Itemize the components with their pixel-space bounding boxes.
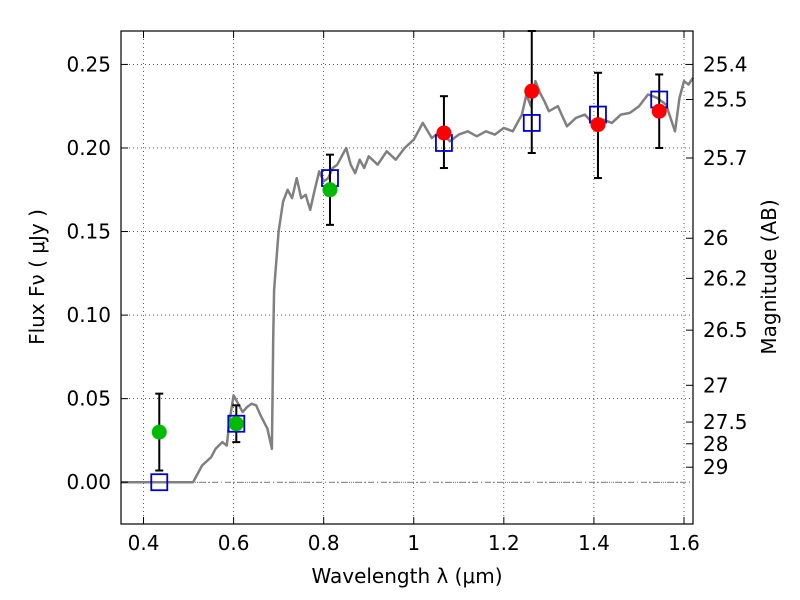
plot-background [121, 31, 693, 524]
x-tick-label: 1.2 [488, 531, 520, 555]
x-tick-label: 1 [407, 531, 420, 555]
magnitude-tick-label: 25.4 [703, 52, 748, 76]
magnitude-tick-label: 26 [703, 226, 728, 250]
y-axis-title: Flux Fν ( μJy ) [25, 209, 49, 345]
data-markers [150, 83, 669, 492]
magnitude-tick-label: 27 [703, 373, 728, 397]
model-photometry-square [150, 473, 169, 492]
magnitude-tick-label: 25.7 [703, 146, 748, 170]
x-axis-title: Wavelength λ (μm) [311, 564, 502, 588]
magnitude-tick-label: 25.5 [703, 88, 748, 112]
magnitude-tick-label: 26.2 [703, 266, 748, 290]
observed-flux-point [151, 424, 167, 440]
plot-frame [120, 30, 694, 525]
axis-ticks: 0.4 0.6 0.8 1 1.2 1.4 1.6 0.00 0.05 0.10 0.15 0.20 0… [66, 31, 748, 555]
model-photometry-square [227, 414, 246, 433]
observed-flux-point [322, 182, 338, 198]
x-tick-label: 0.8 [308, 531, 340, 555]
y2-axis-title: Magnitude (AB) [757, 199, 781, 354]
observed-flux-point [590, 117, 606, 133]
y-tick-label: 0.00 [66, 470, 111, 494]
observed-flux-point [524, 83, 540, 99]
magnitude-tick-label: 26.5 [703, 318, 748, 342]
y-tick-label: 0.15 [66, 220, 111, 244]
model-spectrum-line [121, 77, 695, 484]
magnitude-tick-label: 27.5 [703, 410, 748, 434]
x-tick-label: 1.6 [668, 531, 700, 555]
observed-flux-point [436, 125, 452, 141]
x-tick-label: 0.4 [128, 531, 160, 555]
observed-flux-point [651, 103, 667, 119]
observed-flux-point [228, 416, 244, 432]
model-photometry-square [522, 114, 541, 132]
magnitude-tick-label: 29 [703, 455, 728, 479]
magnitude-tick-label: 28 [703, 432, 728, 456]
y-tick-label: 0.25 [66, 52, 111, 76]
y-tick-label: 0.20 [66, 136, 111, 160]
y-tick-label: 0.10 [66, 303, 111, 327]
x-tick-label: 1.4 [578, 531, 610, 555]
x-tick-label: 0.6 [218, 531, 250, 555]
y-tick-label: 0.05 [66, 387, 111, 411]
